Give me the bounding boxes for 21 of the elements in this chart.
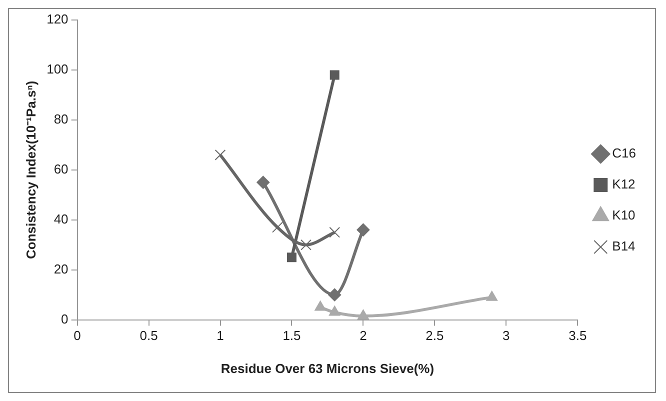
x-axis-title: Residue Over 63 Microns Sieve(%) <box>220 360 434 376</box>
legend-label: C16 <box>612 146 636 161</box>
y-tick-label: 20 <box>54 261 68 276</box>
legend-label: K10 <box>612 208 636 223</box>
x-tick-label: 2.5 <box>426 328 444 344</box>
x-tick-label: 1.5 <box>282 328 301 344</box>
x-tick-label: 3.5 <box>568 328 587 344</box>
x-tick-label: 0.5 <box>140 328 158 344</box>
x-tick-label: 1 <box>216 328 224 344</box>
x-tick-label: 0 <box>74 328 81 344</box>
y-tick-label: 100 <box>46 62 68 77</box>
legend-label: B14 <box>612 238 636 254</box>
x-tick-label: 3 <box>502 328 510 344</box>
y-tick-label: 0 <box>61 311 68 326</box>
x-tick-label: 2 <box>360 328 367 344</box>
y-tick-label: 80 <box>54 112 68 127</box>
y-tick-label: 60 <box>54 161 68 176</box>
y-axis-title: Consistency Index(10⁻¹Pa.sⁿ) <box>23 80 38 260</box>
legend-label: K12 <box>612 176 636 192</box>
y-tick-label: 120 <box>46 12 68 27</box>
y-tick-label: 40 <box>54 211 68 226</box>
